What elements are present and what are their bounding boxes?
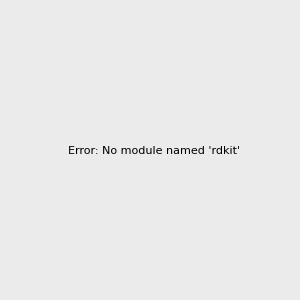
Text: Error: No module named 'rdkit': Error: No module named 'rdkit' [68,146,240,157]
